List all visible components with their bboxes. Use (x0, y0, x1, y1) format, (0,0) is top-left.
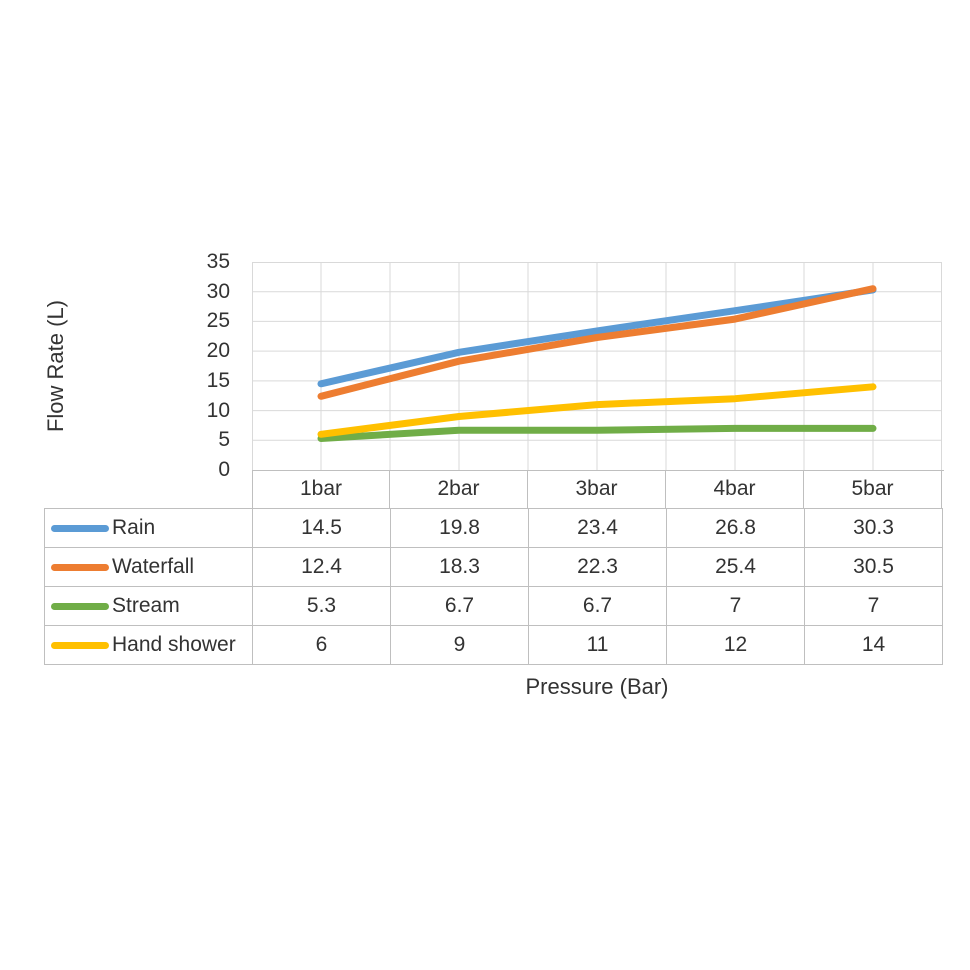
table-row: Waterfall 12.4 18.3 22.3 25.4 30.5 (45, 548, 943, 587)
legend-cell: Waterfall (45, 548, 253, 586)
x-tick-label: 3bar (528, 471, 666, 509)
y-tick-label: 10 (206, 398, 230, 422)
legend-cell: Rain (45, 509, 253, 547)
table-value-cell: 9 (391, 626, 529, 664)
table-value-cell: 12 (667, 626, 805, 664)
table-value-cell: 19.8 (391, 509, 529, 547)
legend-swatch-rain (51, 524, 109, 532)
table-value-cell: 6.7 (529, 587, 667, 625)
y-tick-label: 25 (206, 309, 230, 333)
table-row: Rain 14.5 19.8 23.4 26.8 30.3 (45, 509, 943, 548)
plot-area (252, 262, 942, 470)
table-value-cell: 6 (253, 626, 391, 664)
x-tick-label: 1bar (252, 471, 390, 509)
table-value-cell: 12.4 (253, 548, 391, 586)
series-line-rain (317, 286, 877, 388)
table-value-cell: 18.3 (391, 548, 529, 586)
legend-swatch-stream (51, 602, 109, 610)
data-table: Rain 14.5 19.8 23.4 26.8 30.3 Waterfall 12.4 18.… (44, 508, 943, 665)
x-axis-title: Pressure (Bar) (525, 674, 669, 699)
y-tick-label: 30 (206, 279, 230, 303)
legend-label: Stream (112, 594, 180, 617)
table-value-cell: 5.3 (253, 587, 391, 625)
table-value-cell: 23.4 (529, 509, 667, 547)
series-line-hand-shower (317, 383, 877, 438)
legend-label: Rain (112, 516, 156, 539)
x-tick-label: 2bar (390, 471, 528, 509)
table-value-cell: 11 (529, 626, 667, 664)
legend-swatch-hand-shower (51, 641, 109, 649)
y-tick-label: 20 (206, 339, 230, 363)
y-tick-label: 15 (206, 368, 230, 392)
table-value-cell: 30.3 (805, 509, 943, 547)
x-tick-label: 5bar (804, 471, 942, 509)
table-value-cell: 14.5 (253, 509, 391, 547)
legend-label: Hand shower (112, 633, 236, 656)
y-tick-label: 35 (206, 250, 230, 273)
y-axis-tick-labels: 35 30 25 20 15 10 5 0 (150, 0, 230, 970)
table-value-cell: 25.4 (667, 548, 805, 586)
series-line-waterfall (317, 285, 877, 400)
y-axis-title: Flow Rate (L) (43, 299, 68, 433)
table-value-cell: 7 (805, 587, 943, 625)
y-tick-label: 0 (218, 458, 230, 481)
table-value-cell: 22.3 (529, 548, 667, 586)
x-axis-labels: 1bar 2bar 3bar 4bar 5bar (252, 470, 944, 509)
table-value-cell: 14 (805, 626, 943, 664)
table-value-cell: 7 (667, 587, 805, 625)
legend-swatch-waterfall (51, 563, 109, 571)
table-value-cell: 6.7 (391, 587, 529, 625)
table-row: Hand shower 6 9 11 12 14 (45, 626, 943, 665)
table-row: Stream 5.3 6.7 6.7 7 7 (45, 587, 943, 626)
legend-label: Waterfall (112, 555, 195, 578)
x-tick-label: 4bar (666, 471, 804, 509)
table-value-cell: 30.5 (805, 548, 943, 586)
legend-cell: Stream (45, 587, 253, 625)
legend-cell: Hand shower (45, 626, 253, 664)
y-tick-label: 5 (218, 428, 230, 452)
table-value-cell: 26.8 (667, 509, 805, 547)
series-line-stream (317, 424, 877, 442)
